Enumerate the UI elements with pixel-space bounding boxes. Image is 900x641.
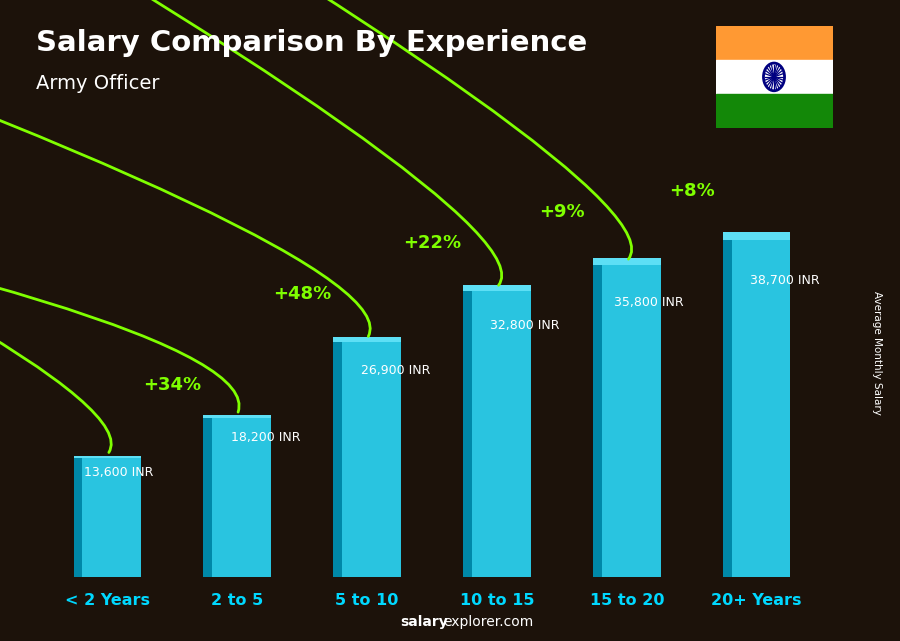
Text: +9%: +9%: [539, 203, 585, 221]
Bar: [212, 418, 271, 577]
Bar: [593, 258, 661, 265]
Text: 32,800 INR: 32,800 INR: [491, 319, 560, 332]
Bar: [732, 240, 790, 577]
Text: explorer.com: explorer.com: [443, 615, 533, 629]
Bar: [723, 240, 732, 577]
Bar: [203, 418, 212, 577]
Text: +34%: +34%: [143, 376, 202, 394]
Bar: [342, 342, 400, 577]
Bar: [333, 342, 342, 577]
Bar: [716, 94, 832, 128]
Bar: [333, 337, 400, 342]
Bar: [464, 291, 472, 577]
Text: Army Officer: Army Officer: [36, 74, 159, 93]
Bar: [74, 456, 141, 458]
Bar: [593, 265, 602, 577]
Bar: [716, 26, 832, 60]
Bar: [203, 415, 271, 418]
Text: +48%: +48%: [273, 285, 331, 303]
Bar: [464, 285, 531, 291]
Bar: [723, 232, 790, 240]
Text: Average Monthly Salary: Average Monthly Salary: [872, 290, 883, 415]
Bar: [716, 60, 832, 94]
Circle shape: [772, 74, 776, 79]
Text: 26,900 INR: 26,900 INR: [361, 364, 430, 377]
Bar: [74, 458, 83, 577]
Text: +22%: +22%: [403, 234, 461, 252]
Text: 13,600 INR: 13,600 INR: [84, 466, 153, 479]
Text: Salary Comparison By Experience: Salary Comparison By Experience: [36, 29, 587, 57]
Text: 38,700 INR: 38,700 INR: [750, 274, 820, 287]
Text: salary: salary: [400, 615, 448, 629]
Bar: [602, 265, 661, 577]
Text: 18,200 INR: 18,200 INR: [230, 431, 301, 444]
Bar: [472, 291, 531, 577]
Text: 35,800 INR: 35,800 INR: [614, 296, 683, 309]
Text: +8%: +8%: [669, 182, 715, 200]
Bar: [83, 458, 141, 577]
